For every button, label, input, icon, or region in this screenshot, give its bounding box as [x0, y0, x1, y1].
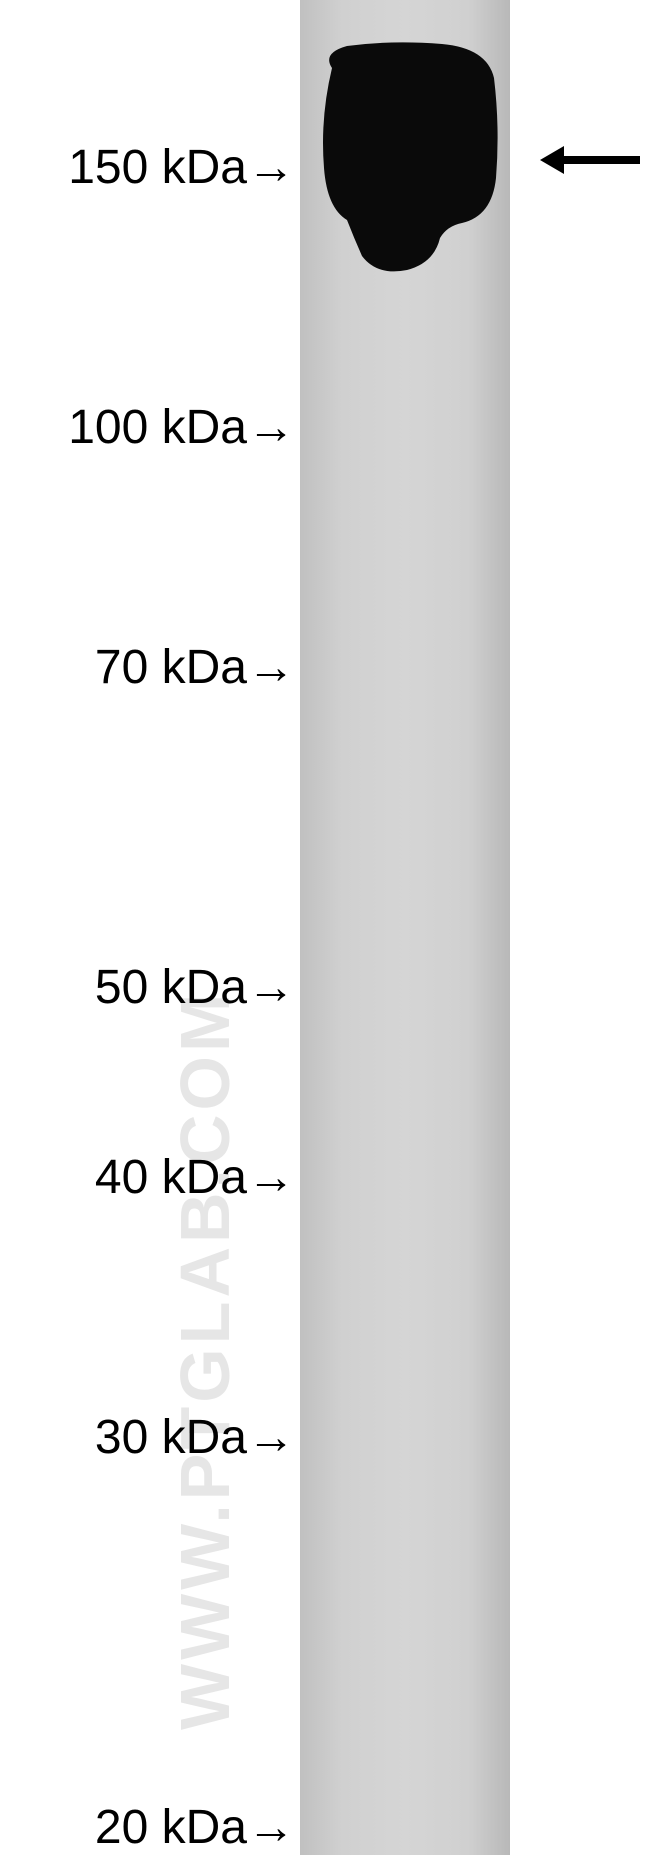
marker-20kda: 20 kDa→ [95, 1800, 295, 1855]
marker-30kda: 30 kDa→ [95, 1410, 295, 1465]
marker-70kda: 70 kDa→ [95, 640, 295, 695]
marker-40kda: 40 kDa→ [95, 1150, 295, 1205]
marker-50kda: 50 kDa→ [95, 960, 295, 1015]
protein-band [312, 38, 502, 283]
watermark-text: WWW.PTGLAB.COM [165, 990, 245, 1730]
blot-figure: WWW.PTGLAB.COM 150 kDa→ 100 kDa→ 70 kDa→… [0, 0, 650, 1855]
marker-150kda: 150 kDa→ [68, 140, 295, 195]
marker-100kda: 100 kDa→ [68, 400, 295, 455]
band-indicator-arrow [540, 140, 640, 180]
